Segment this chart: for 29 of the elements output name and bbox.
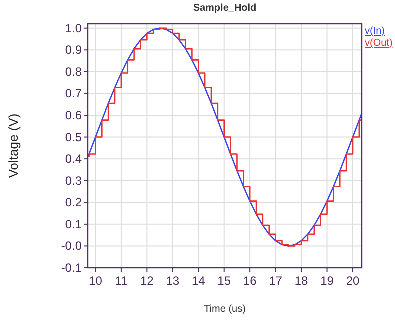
line-series (87, 28, 363, 247)
x-tick-label: 14 (192, 274, 206, 288)
y-tick-label: 0.2 (65, 196, 82, 210)
y-tick-label: 1.0 (65, 21, 82, 36)
y-axis-title: Voltage (V) (6, 114, 21, 178)
y-tick-label: -0.1 (61, 261, 82, 275)
y-tick-label: 0.3 (65, 174, 82, 188)
x-tick-label: 18 (294, 274, 309, 288)
x-tick-label: 20 (346, 274, 360, 288)
x-tick-label: 10 (89, 274, 103, 288)
x-tick-label: 12 (140, 274, 154, 288)
x-tick-label: 19 (320, 274, 334, 288)
text: v(In) (365, 26, 385, 37)
x-tick-label: 16 (243, 274, 258, 288)
y-tick-label: 0.5 (65, 130, 82, 144)
x-tick-label: 17 (269, 274, 283, 288)
x-tick-label: 15 (218, 274, 232, 288)
y-tick-label: 0.9 (65, 43, 82, 58)
x-tick-label: 13 (166, 274, 180, 288)
x-axis-title: Time (us) (204, 304, 246, 315)
chart-title: Sample_Hold (193, 3, 257, 14)
y-tick-label: 0.6 (65, 108, 82, 122)
y-tick-label: 0.1 (65, 217, 82, 232)
text: v(Out) (365, 38, 393, 49)
y-tick-label: 0.8 (65, 64, 82, 79)
y-tick-label: 0.7 (65, 86, 82, 101)
y-tick-label: -0.0 (61, 239, 82, 254)
x-tick-label: 11 (115, 274, 128, 288)
y-tick-label: 0.4 (65, 152, 82, 166)
